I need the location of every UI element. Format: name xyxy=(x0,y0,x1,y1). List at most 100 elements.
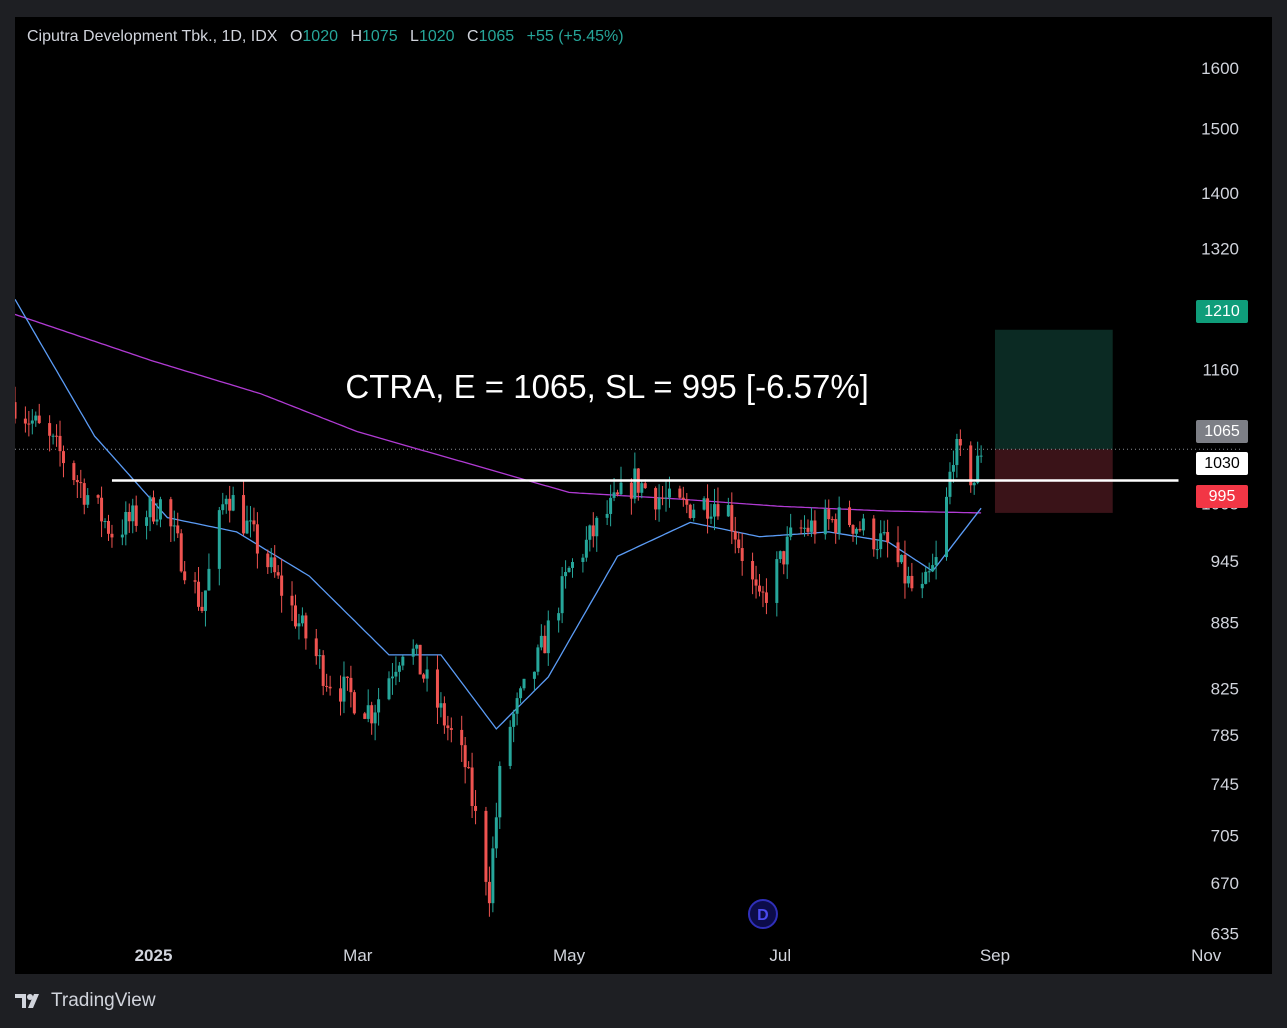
candle-body xyxy=(377,699,381,713)
candle-body xyxy=(740,548,744,561)
resistance-price-tag: 1030 xyxy=(1196,452,1248,475)
symbol-title: Ciputra Development Tbk., 1D, IDX xyxy=(27,28,278,45)
candle-body xyxy=(778,551,782,560)
tradingview-branding[interactable]: TradingView xyxy=(15,990,156,1012)
x-tick-label: May xyxy=(553,946,586,965)
candle-body xyxy=(248,520,252,522)
candle-body xyxy=(51,435,55,437)
close-label: C xyxy=(467,28,479,45)
candle-body xyxy=(858,528,862,531)
candle-body xyxy=(654,488,658,510)
candle-body xyxy=(955,438,959,466)
candle-body xyxy=(314,638,318,657)
candle-body xyxy=(300,615,304,624)
y-tick-label: 785 xyxy=(1211,726,1239,745)
candle-body xyxy=(706,498,710,519)
candle-body xyxy=(584,539,588,558)
candle-body xyxy=(688,504,692,519)
candle-body xyxy=(709,516,713,519)
candle-body xyxy=(155,519,159,522)
candle-body xyxy=(969,445,973,486)
candle-body xyxy=(394,671,398,677)
candle-body xyxy=(879,533,883,550)
price-chart[interactable]: 1600150014001320124011601080100594588582… xyxy=(15,17,1272,974)
candle-body xyxy=(882,532,886,534)
candle-body xyxy=(183,571,187,581)
candle-body xyxy=(58,435,62,452)
x-tick-label: Mar xyxy=(343,946,373,965)
candle-body xyxy=(681,497,685,500)
x-tick-label: Nov xyxy=(1191,946,1222,965)
open-value: 1020 xyxy=(302,28,338,45)
candle-body xyxy=(692,509,696,519)
candle-body xyxy=(751,560,755,580)
target-price-tag: 1210 xyxy=(1196,300,1248,323)
candle-body xyxy=(266,553,270,568)
candle-body xyxy=(491,848,495,904)
y-tick-label: 745 xyxy=(1211,775,1239,794)
candle-body xyxy=(127,511,131,522)
candle-body xyxy=(231,495,235,511)
candle-body xyxy=(100,497,104,522)
candle-body xyxy=(920,583,924,589)
candle-body xyxy=(661,497,665,499)
candle-body xyxy=(557,613,561,621)
candle-body xyxy=(217,510,221,569)
candle-body xyxy=(567,567,571,572)
candle-body xyxy=(789,527,793,537)
candle-body xyxy=(124,511,128,535)
candle-body xyxy=(827,509,831,520)
candle-body xyxy=(339,688,343,702)
candle-body xyxy=(435,669,439,708)
y-tick-label: 705 xyxy=(1211,826,1239,845)
candle-body xyxy=(345,676,349,678)
candle-body xyxy=(609,497,613,514)
candle-body xyxy=(352,692,356,714)
candle-body xyxy=(411,648,415,657)
candle-body xyxy=(813,520,817,535)
candle-body xyxy=(269,557,273,568)
candle-body xyxy=(809,520,813,532)
chart-panel[interactable]: 1600150014001320124011601080100594588582… xyxy=(15,17,1272,974)
candle-body xyxy=(979,455,983,457)
high-label: H xyxy=(350,28,362,45)
candle-body xyxy=(581,557,585,562)
candle-body xyxy=(730,505,734,532)
candle-body xyxy=(179,533,183,572)
candle-body xyxy=(442,703,446,726)
candle-body xyxy=(612,492,616,498)
candle-body xyxy=(830,519,834,521)
candle-body xyxy=(737,539,741,549)
candle-body xyxy=(23,418,27,424)
candle-body xyxy=(823,509,827,535)
candle-body xyxy=(508,726,512,766)
candle-body xyxy=(799,527,803,529)
candle-body xyxy=(422,674,426,679)
candle-body xyxy=(837,507,841,534)
candle-body xyxy=(255,524,259,554)
candle-body xyxy=(972,482,976,486)
candle-body xyxy=(861,518,865,531)
symbol-legend: Ciputra Development Tbk., 1D, IDX O1020 … xyxy=(27,28,624,46)
candle-body xyxy=(571,561,575,568)
candle-body xyxy=(685,499,689,505)
candle-body xyxy=(948,471,952,497)
candle-body xyxy=(605,513,609,518)
slow-moving-average-line xyxy=(15,313,982,514)
candle-body xyxy=(564,571,568,577)
candle-body xyxy=(726,505,730,517)
candle-body xyxy=(176,525,180,534)
candle-body xyxy=(560,576,564,614)
candle-body xyxy=(193,580,197,582)
candle-body xyxy=(498,765,502,818)
current-price-tag: 1065 xyxy=(1196,420,1248,443)
candle-body xyxy=(15,402,17,419)
candle-body xyxy=(958,438,962,446)
candle-body xyxy=(494,817,498,849)
candle-body xyxy=(678,488,682,498)
candle-body xyxy=(536,647,540,672)
candle-body xyxy=(418,644,422,675)
close-value: 1065 xyxy=(478,28,515,45)
candle-body xyxy=(158,499,162,520)
candle-body xyxy=(366,705,370,719)
